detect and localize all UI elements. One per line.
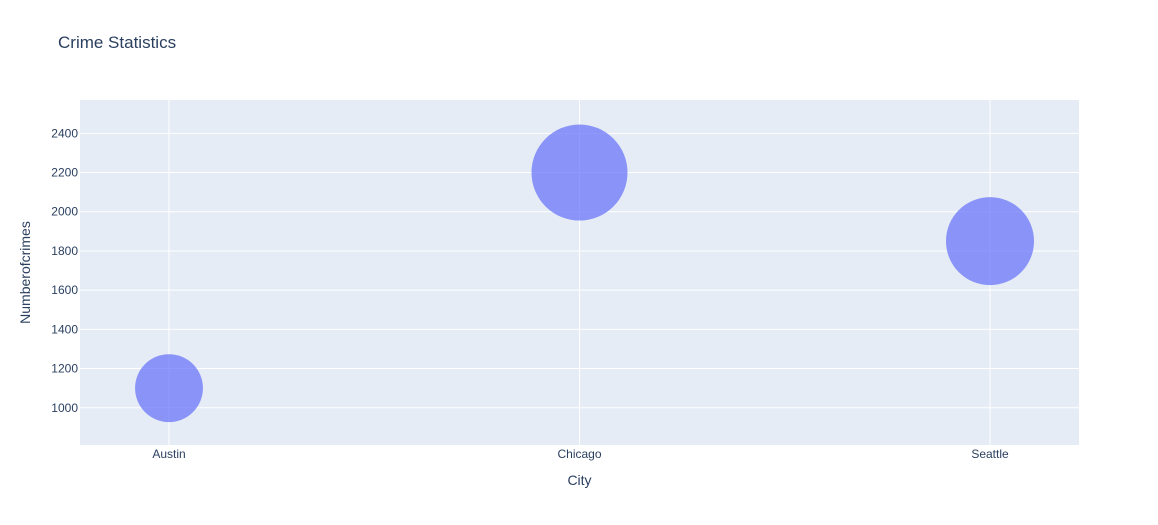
- chart-title: Crime Statistics: [58, 33, 177, 52]
- y-tick-label: 1200: [51, 362, 78, 376]
- y-axis-title: Numberofcrimes: [17, 221, 33, 324]
- x-tick-label: Chicago: [557, 447, 601, 461]
- y-tick-label: 1400: [51, 322, 78, 336]
- bubble-seattle: [945, 197, 1035, 286]
- tick-labels: 1000 1200 1400 1600 1800 2000 2200 2400 Austin Ch…: [51, 126, 1009, 461]
- y-tick-label: 2000: [51, 205, 78, 219]
- x-tick-label: Seattle: [971, 447, 1009, 461]
- bubbles: [135, 124, 1035, 423]
- y-tick-label: 2200: [51, 166, 78, 180]
- x-tick-label: Austin: [152, 447, 185, 461]
- bubble-chicago: [531, 124, 628, 221]
- bubble-austin: [135, 354, 203, 423]
- y-tick-label: 1600: [51, 283, 78, 297]
- y-tick-label: 1800: [51, 244, 78, 258]
- y-tick-label: 2400: [51, 126, 78, 140]
- x-axis-title: City: [567, 472, 591, 488]
- y-tick-label: 1000: [51, 401, 78, 415]
